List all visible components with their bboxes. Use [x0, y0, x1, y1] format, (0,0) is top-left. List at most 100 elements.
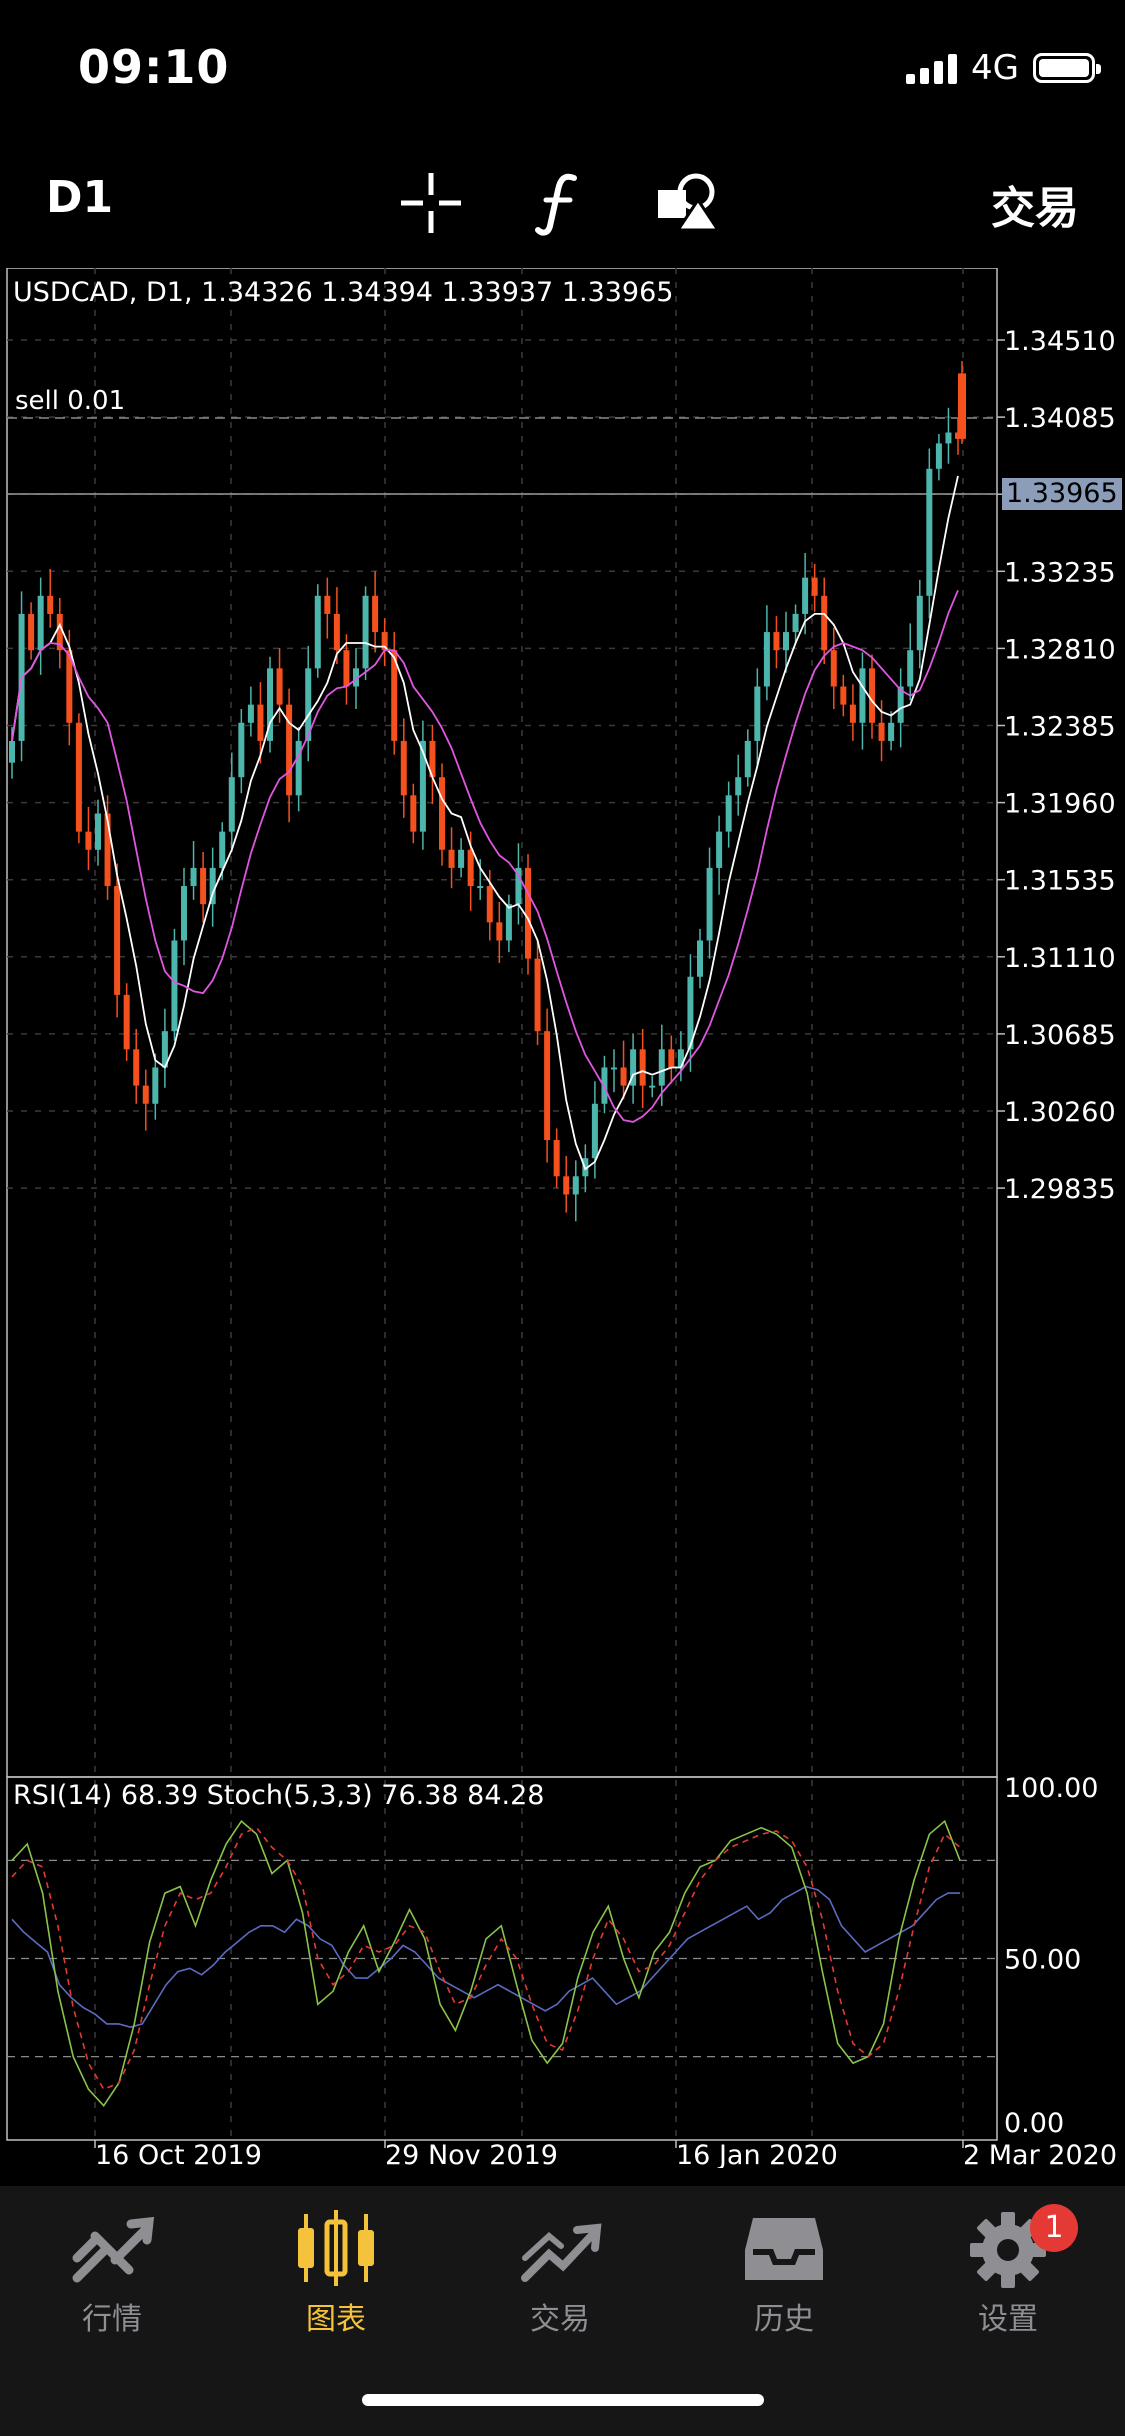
home-indicator [362, 2394, 764, 2406]
status-bar: 09:10 4G [0, 0, 1125, 140]
price-tick-label: 1.34085 [1004, 403, 1116, 434]
candle-bear [85, 831, 92, 850]
candle-bear [486, 886, 493, 923]
candle-bear [639, 1049, 646, 1086]
candle-bear [372, 595, 379, 633]
tab-quotes-label: 行情 [82, 2302, 142, 2337]
candle-bull [677, 1049, 684, 1068]
candle-bull [601, 1067, 608, 1104]
candle-bear [496, 922, 503, 941]
candle-bull [161, 1031, 168, 1068]
candle-bull [649, 1085, 656, 1088]
price-chart[interactable]: 1.345101.340851.336601.332351.328101.323… [0, 268, 1125, 2168]
candle-bear [142, 1085, 149, 1104]
candle-bull [9, 740, 15, 763]
price-tick-label: 1.31110 [1004, 943, 1116, 974]
candles [9, 361, 966, 1222]
gear-icon [970, 2212, 1046, 2288]
candle-bear [114, 886, 121, 995]
candle-bull [744, 740, 751, 778]
battery-icon [1033, 53, 1101, 83]
date-tick-label: 2 Mar 2020 [963, 2140, 1117, 2168]
candle-bull [687, 976, 694, 1050]
tab-history[interactable]: 历史 [694, 2208, 874, 2338]
candle-bear [563, 1176, 570, 1195]
candle-bull [419, 740, 426, 832]
candle-bull [190, 867, 197, 887]
candle-bull [295, 740, 302, 796]
candle-bear [133, 1049, 140, 1086]
date-tick-label: 16 Oct 2019 [95, 2140, 262, 2168]
candle-bull [763, 632, 770, 687]
signal-icon [906, 52, 958, 84]
moving-average-fast [11, 475, 959, 1171]
candle-bear [811, 577, 818, 596]
tab-settings-label: 设置 [978, 2302, 1038, 2337]
tab-history-label: 历史 [754, 2302, 814, 2337]
tab-quotes[interactable]: 行情 [22, 2208, 202, 2338]
date-tick-label: 29 Nov 2019 [385, 2140, 558, 2168]
candle-bull [725, 795, 732, 832]
candle-bear [276, 668, 283, 705]
candle-bull [907, 650, 914, 687]
candle-bear [324, 595, 331, 614]
indicator-tick-label: 0.00 [1004, 2108, 1064, 2139]
candle-bear [448, 849, 455, 868]
crosshair-icon[interactable] [396, 168, 466, 238]
candle-bull [181, 886, 187, 941]
candle-bear [104, 813, 111, 887]
symbol-ohlc-label: USDCAD, D1, 1.34326 1.34394 1.33937 1.33… [13, 277, 674, 308]
indicator-label: RSI(14) 68.39 Stoch(5,3,3) 76.38 84.28 [13, 1780, 545, 1811]
candle-bear [439, 777, 445, 850]
candle-bull [267, 668, 273, 741]
candle-bull [247, 704, 254, 723]
candle-bear [391, 650, 398, 741]
moving-average-slow [11, 589, 959, 1123]
candle-bull [458, 849, 465, 868]
candle-bull [926, 468, 933, 596]
timeframe-button[interactable]: D1 [46, 172, 114, 223]
chart-area[interactable]: 1.345101.340851.336601.332351.328101.323… [0, 268, 1125, 2168]
quotes-icon [72, 2216, 155, 2283]
tab-trade[interactable]: 交易 [470, 2208, 650, 2338]
objects-icon[interactable] [652, 168, 722, 238]
candle-bear [286, 704, 293, 796]
candle-bear [381, 632, 388, 651]
price-tick-label: 1.31960 [1004, 789, 1116, 820]
candle-bear [830, 650, 837, 687]
candle-bull [209, 867, 216, 905]
candle-bull [735, 777, 742, 796]
candle-bull [228, 777, 235, 832]
tab-chart[interactable]: 图表 [246, 2208, 426, 2338]
chart-toolbar: D1 交易 [0, 150, 1125, 260]
indicator-tick-label: 50.00 [1004, 1945, 1081, 1976]
function-icon[interactable] [524, 168, 594, 238]
candle-bull [916, 595, 923, 651]
candle-bull [697, 940, 703, 977]
candle-bull [171, 940, 178, 1032]
candle-bull [505, 904, 512, 941]
candle-bull [716, 831, 723, 868]
price-tick-label: 1.34510 [1004, 326, 1116, 357]
candle-bull [611, 1067, 617, 1070]
price-tick-label: 1.31535 [1004, 866, 1116, 897]
candle-bull [897, 686, 904, 723]
candle-bear [66, 650, 73, 723]
date-tick-label: 16 Jan 2020 [676, 2140, 838, 2168]
candle-bear [878, 722, 885, 741]
tab-settings[interactable]: 1 设置 [918, 2204, 1098, 2338]
price-tick-label: 1.32385 [1004, 712, 1116, 743]
candle-bull [305, 668, 312, 741]
price-tick-label: 1.30260 [1004, 1097, 1116, 1128]
candle-bear [869, 668, 875, 723]
candle-bull [95, 813, 101, 850]
candle-bear [123, 994, 130, 1050]
order-line-label[interactable]: sell 0.01 [15, 386, 126, 416]
trade-button[interactable]: 交易 [991, 183, 1079, 234]
candle-bull [783, 632, 789, 651]
stochastic-signal-line [11, 1826, 961, 2091]
candle-bear [28, 613, 35, 651]
candle-bear [200, 867, 207, 905]
candle-bear [620, 1067, 627, 1086]
candle-bull [152, 1067, 159, 1104]
